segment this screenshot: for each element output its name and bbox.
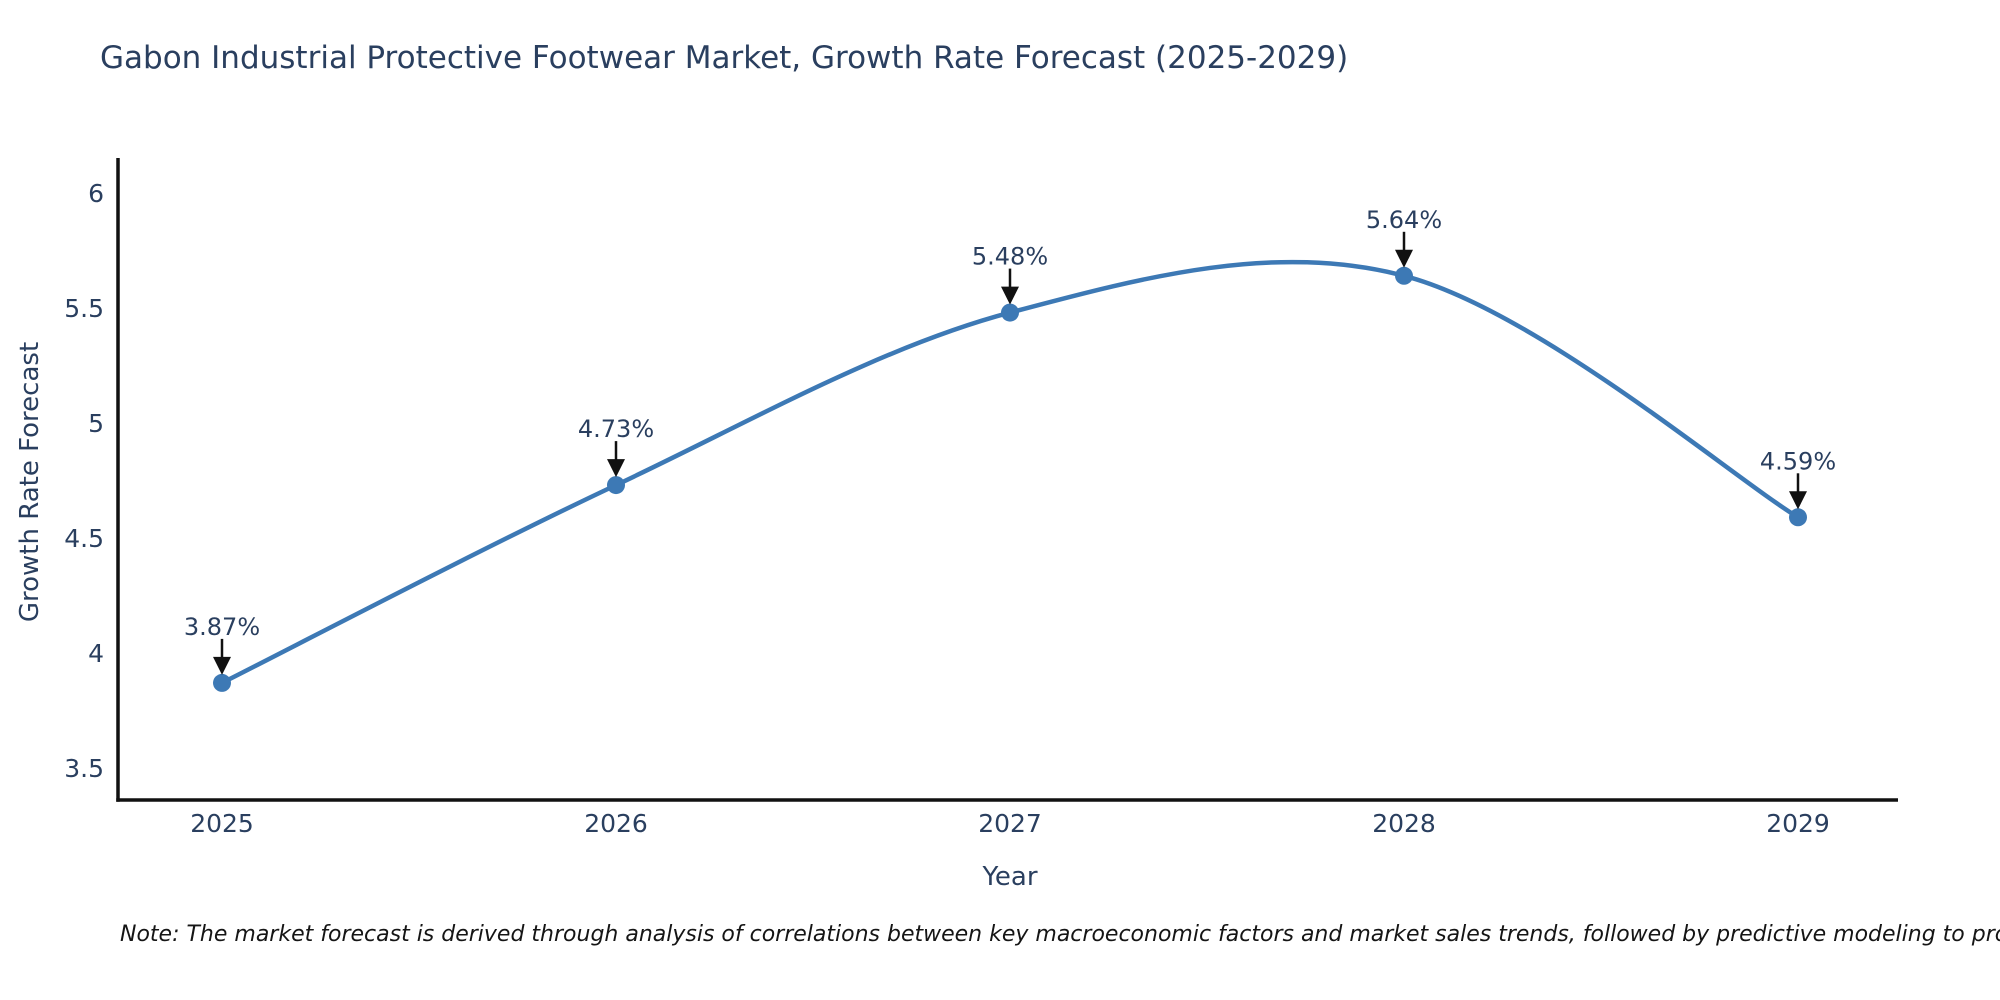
annotation-arrowhead	[1001, 286, 1019, 305]
x-tick-label: 2025	[190, 809, 254, 838]
annotation-label: 5.64%	[1366, 206, 1442, 234]
y-tick-label: 5.5	[64, 294, 104, 323]
annotation-arrowhead	[1789, 491, 1807, 510]
annotation-arrowhead	[607, 459, 625, 478]
x-tick-label: 2027	[978, 809, 1042, 838]
annotation-label: 4.73%	[578, 415, 654, 443]
footnote: Note: The market forecast is derived thr…	[120, 922, 2000, 947]
annotation-label: 5.48%	[972, 243, 1048, 271]
annotation-arrowhead	[1395, 249, 1413, 268]
x-tick-label: 2026	[584, 809, 648, 838]
y-tick-label: 4.5	[64, 524, 104, 553]
y-axis-title: Growth Rate Forecast	[15, 341, 45, 623]
x-tick-label: 2029	[1766, 809, 1830, 838]
annotation-arrowhead	[213, 656, 231, 675]
data-point-2027[interactable]	[1001, 303, 1019, 322]
y-tick-label: 4	[88, 639, 104, 668]
data-point-2026[interactable]	[607, 476, 625, 495]
y-tick-label: 5	[88, 409, 104, 438]
y-tick-label: 6	[88, 179, 104, 208]
annotation-label: 4.59%	[1760, 447, 1836, 475]
data-point-2028[interactable]	[1395, 266, 1413, 285]
data-point-2029[interactable]	[1789, 508, 1807, 527]
data-point-2025[interactable]	[213, 673, 231, 692]
annotation-label: 3.87%	[184, 613, 260, 641]
forecast-line	[219, 259, 1801, 686]
y-tick-label: 3.5	[64, 754, 104, 783]
x-axis-title: Year	[982, 862, 1038, 892]
x-tick-label: 2028	[1372, 809, 1436, 838]
chart-title: Gabon Industrial Protective Footwear Mar…	[100, 40, 1349, 76]
